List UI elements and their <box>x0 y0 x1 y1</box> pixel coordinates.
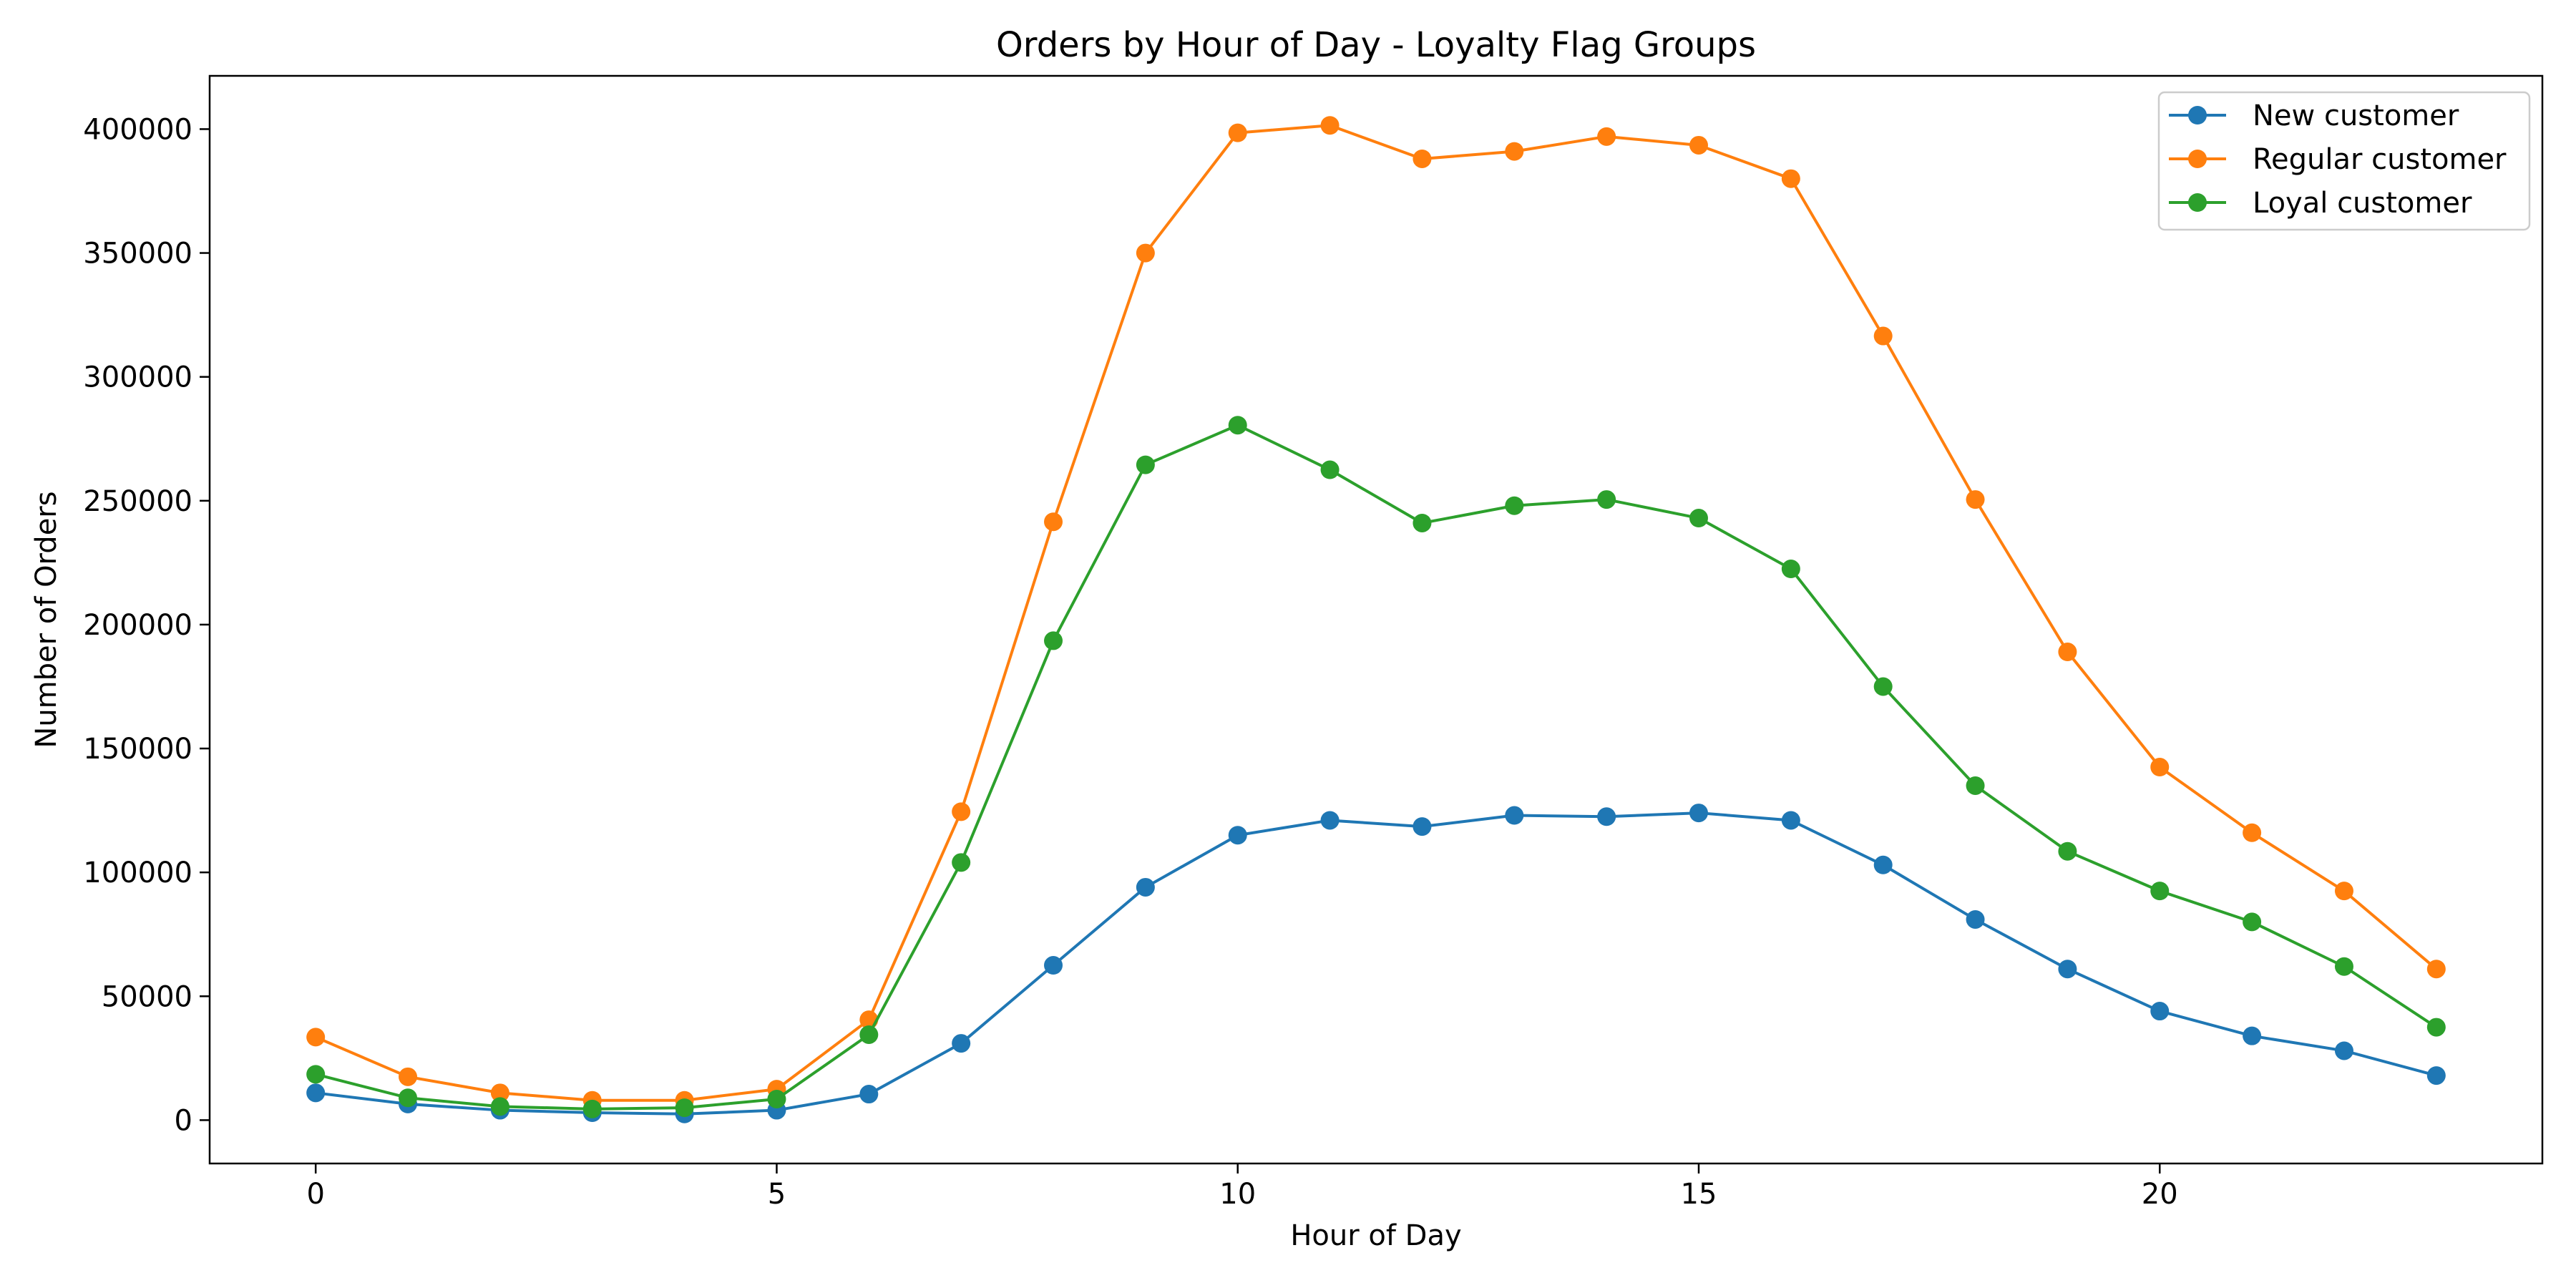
y-tick-label: 100000 <box>83 857 192 889</box>
data-point-new-customer <box>1320 811 1340 830</box>
legend: New customer Regular customer Loyal custom… <box>2157 91 2531 231</box>
y-tick-label: 150000 <box>83 733 192 766</box>
data-point-new-customer <box>1689 804 1708 823</box>
data-point-loyal-customer <box>2243 912 2262 932</box>
data-point-new-customer <box>2334 1041 2353 1060</box>
data-point-loyal-customer <box>1413 513 1432 532</box>
data-point-regular-customer <box>2243 823 2262 842</box>
data-point-loyal-customer <box>1505 496 1524 515</box>
data-point-new-customer <box>1228 826 1247 845</box>
data-point-loyal-customer <box>675 1098 694 1118</box>
data-point-regular-customer <box>1689 135 1708 155</box>
data-point-loyal-customer <box>2058 841 2077 861</box>
chart-title: Orders by Hour of Day - Loyalty Flag Gro… <box>996 25 1756 65</box>
data-point-regular-customer <box>306 1028 326 1047</box>
x-axis-title: Hour of Day <box>1290 1219 1461 1252</box>
data-point-regular-customer <box>399 1067 418 1086</box>
data-point-loyal-customer <box>1136 455 1155 474</box>
x-tick-label: 20 <box>2142 1178 2178 1211</box>
data-point-loyal-customer <box>2334 957 2353 976</box>
x-axis: 0 5 10 15 20 <box>306 1163 2178 1211</box>
data-point-new-customer <box>1505 806 1524 825</box>
y-tick-label: 250000 <box>83 485 192 518</box>
series-line-regular-customer <box>315 124 2438 1102</box>
data-point-new-customer <box>2243 1026 2262 1045</box>
data-point-loyal-customer <box>1781 560 1800 579</box>
data-point-new-customer <box>1597 807 1616 826</box>
data-point-loyal-customer <box>1228 416 1247 435</box>
data-point-regular-customer <box>1505 142 1524 161</box>
data-point-loyal-customer <box>2426 1018 2446 1037</box>
y-tick-label: 350000 <box>83 238 192 270</box>
data-point-loyal-customer <box>490 1097 509 1116</box>
data-point-regular-customer <box>2334 882 2353 901</box>
data-point-loyal-customer <box>1320 460 1340 479</box>
data-point-new-customer <box>1873 855 1893 874</box>
data-point-loyal-customer <box>399 1088 418 1108</box>
data-point-regular-customer <box>1966 490 1985 509</box>
data-point-loyal-customer <box>582 1099 602 1118</box>
legend-label-new-customer: New customer <box>2253 99 2459 132</box>
plot-frame <box>208 74 2544 1165</box>
x-tick-label: 0 <box>306 1178 324 1211</box>
x-tick-label: 5 <box>768 1178 786 1211</box>
data-point-regular-customer <box>1781 169 1800 188</box>
data-point-new-customer <box>1781 811 1800 830</box>
data-point-loyal-customer <box>1044 631 1063 650</box>
y-tick-label: 200000 <box>83 609 192 642</box>
y-axis-title: Number of Orders <box>30 491 63 748</box>
data-point-regular-customer <box>2058 643 2077 662</box>
data-point-regular-customer <box>2150 758 2170 777</box>
y-tick-label: 0 <box>175 1104 192 1137</box>
data-point-loyal-customer <box>1873 677 1893 696</box>
data-point-loyal-customer <box>2150 882 2170 901</box>
data-point-new-customer <box>2058 960 2077 979</box>
data-point-new-customer <box>1044 956 1063 975</box>
series-loyal-customer <box>306 416 2446 1118</box>
plot-series <box>306 116 2446 1123</box>
data-point-regular-customer <box>1228 123 1247 142</box>
data-point-loyal-customer <box>1689 509 1708 528</box>
data-point-new-customer <box>1136 877 1155 897</box>
data-point-regular-customer <box>952 802 971 821</box>
data-point-regular-customer <box>1136 243 1155 263</box>
data-point-regular-customer <box>1597 127 1616 146</box>
data-point-new-customer <box>1966 909 1985 929</box>
legend-marker-new-customer <box>2188 106 2207 125</box>
data-point-regular-customer <box>1413 149 1432 168</box>
data-point-regular-customer <box>490 1083 509 1103</box>
legend-label-regular-customer: Regular customer <box>2253 143 2507 176</box>
legend-marker-regular-customer <box>2188 150 2207 168</box>
data-point-new-customer <box>1413 817 1432 836</box>
data-point-new-customer <box>2426 1066 2446 1085</box>
data-point-regular-customer <box>1044 512 1063 532</box>
y-axis: 0 50000 100000 150000 200000 250000 300000 3500… <box>83 113 210 1137</box>
y-tick-label: 400000 <box>83 113 192 146</box>
data-point-regular-customer <box>1873 326 1893 346</box>
data-point-regular-customer <box>1320 116 1340 135</box>
data-point-regular-customer <box>2426 960 2446 979</box>
data-point-new-customer <box>859 1085 879 1104</box>
data-point-new-customer <box>2150 1002 2170 1021</box>
y-tick-label: 300000 <box>83 361 192 394</box>
data-point-loyal-customer <box>1597 490 1616 509</box>
series-line-loyal-customer <box>315 424 2437 1111</box>
data-point-new-customer <box>952 1034 971 1053</box>
legend-label-loyal-customer: Loyal customer <box>2253 187 2472 220</box>
y-tick-label: 50000 <box>102 980 192 1013</box>
data-point-loyal-customer <box>1966 776 1985 795</box>
data-point-loyal-customer <box>767 1089 786 1108</box>
data-point-loyal-customer <box>306 1065 326 1084</box>
data-point-new-customer <box>306 1083 326 1103</box>
series-line-new-customer <box>315 811 2437 1116</box>
data-point-loyal-customer <box>952 853 971 872</box>
data-point-loyal-customer <box>859 1025 879 1044</box>
x-tick-label: 10 <box>1219 1178 1256 1211</box>
x-tick-label: 15 <box>1681 1178 1717 1211</box>
legend-frame <box>2157 91 2531 231</box>
legend-marker-loyal-customer <box>2188 193 2207 212</box>
